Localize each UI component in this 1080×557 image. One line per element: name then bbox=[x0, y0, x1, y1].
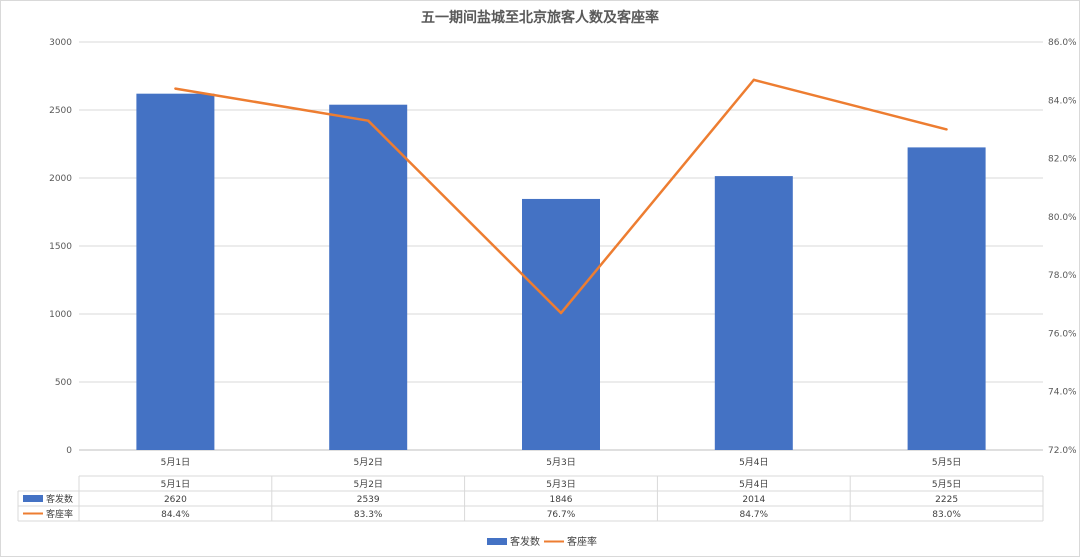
category-label: 5月1日 bbox=[161, 457, 190, 468]
line-point bbox=[367, 119, 370, 122]
left-tick-label: 2000 bbox=[49, 174, 72, 184]
bar bbox=[329, 104, 408, 451]
line-point bbox=[752, 78, 755, 82]
table-cell: 1846 bbox=[550, 495, 573, 505]
category-label: 5月2日 bbox=[353, 457, 382, 468]
table-header-cell: 5月4日 bbox=[739, 479, 768, 490]
left-tick-label: 1500 bbox=[49, 242, 72, 252]
table-cell: 2014 bbox=[742, 495, 765, 505]
table-row-label: 客座率 bbox=[46, 508, 73, 520]
table-cell: 84.7% bbox=[740, 510, 769, 520]
right-axis-ticks: 72.0% 74.0% 76.0% 78.0% 80.0% 82.0% 84.0% 86.0% bbox=[1048, 38, 1077, 456]
table-header-cell: 5月2日 bbox=[353, 479, 382, 490]
left-tick-label: 2500 bbox=[49, 106, 72, 116]
left-axis-ticks: 0 500 1000 1500 2000 2500 3000 bbox=[49, 38, 72, 456]
right-tick-label: 78.0% bbox=[1048, 271, 1077, 281]
right-tick-label: 82.0% bbox=[1048, 155, 1077, 165]
bar bbox=[714, 176, 793, 450]
category-label: 5月5日 bbox=[932, 457, 961, 468]
right-tick-label: 72.0% bbox=[1048, 446, 1077, 456]
table-cell: 2539 bbox=[357, 495, 380, 505]
category-label: 5月3日 bbox=[546, 457, 575, 468]
table-cell: 83.3% bbox=[354, 510, 383, 520]
right-tick-label: 84.0% bbox=[1048, 96, 1077, 106]
legend: 客发数 客座率 bbox=[487, 535, 597, 548]
table-key-bar bbox=[23, 495, 43, 502]
table-cell: 2620 bbox=[164, 495, 187, 505]
left-tick-label: 1000 bbox=[49, 310, 72, 320]
table-cell: 2225 bbox=[935, 495, 958, 505]
table-row-label: 客发数 bbox=[46, 493, 73, 505]
left-tick-label: 500 bbox=[55, 378, 72, 388]
legend-label: 客发数 bbox=[510, 535, 540, 548]
right-tick-label: 76.0% bbox=[1048, 329, 1077, 339]
right-tick-label: 80.0% bbox=[1048, 213, 1077, 223]
left-tick-label: 3000 bbox=[49, 38, 72, 48]
chart-title: 五一期间盐城至北京旅客人数及客座率 bbox=[421, 9, 659, 26]
table-cell: 83.0% bbox=[932, 510, 961, 520]
category-label: 5月4日 bbox=[739, 457, 768, 468]
bar bbox=[907, 147, 986, 450]
legend-label: 客座率 bbox=[567, 535, 597, 548]
bar bbox=[136, 93, 215, 451]
bar bbox=[522, 198, 600, 450]
table-cell: 76.7% bbox=[547, 510, 576, 520]
table-header-cell: 5月1日 bbox=[161, 479, 190, 490]
right-tick-label: 86.0% bbox=[1048, 38, 1077, 48]
right-tick-label: 74.0% bbox=[1048, 388, 1077, 398]
legend-swatch-bar bbox=[487, 538, 507, 545]
table-header-cell: 5月3日 bbox=[546, 479, 575, 490]
table-header-cell: 5月5日 bbox=[932, 479, 961, 490]
line-point bbox=[174, 87, 177, 90]
left-tick-label: 0 bbox=[66, 446, 72, 456]
line-point bbox=[559, 311, 563, 315]
bar-series bbox=[136, 93, 986, 451]
category-axis-labels: 5月1日 5月2日 5月3日 5月4日 5月5日 bbox=[161, 457, 962, 468]
table-cell: 84.4% bbox=[161, 510, 190, 520]
line-series bbox=[174, 78, 948, 315]
line-point bbox=[945, 128, 948, 131]
